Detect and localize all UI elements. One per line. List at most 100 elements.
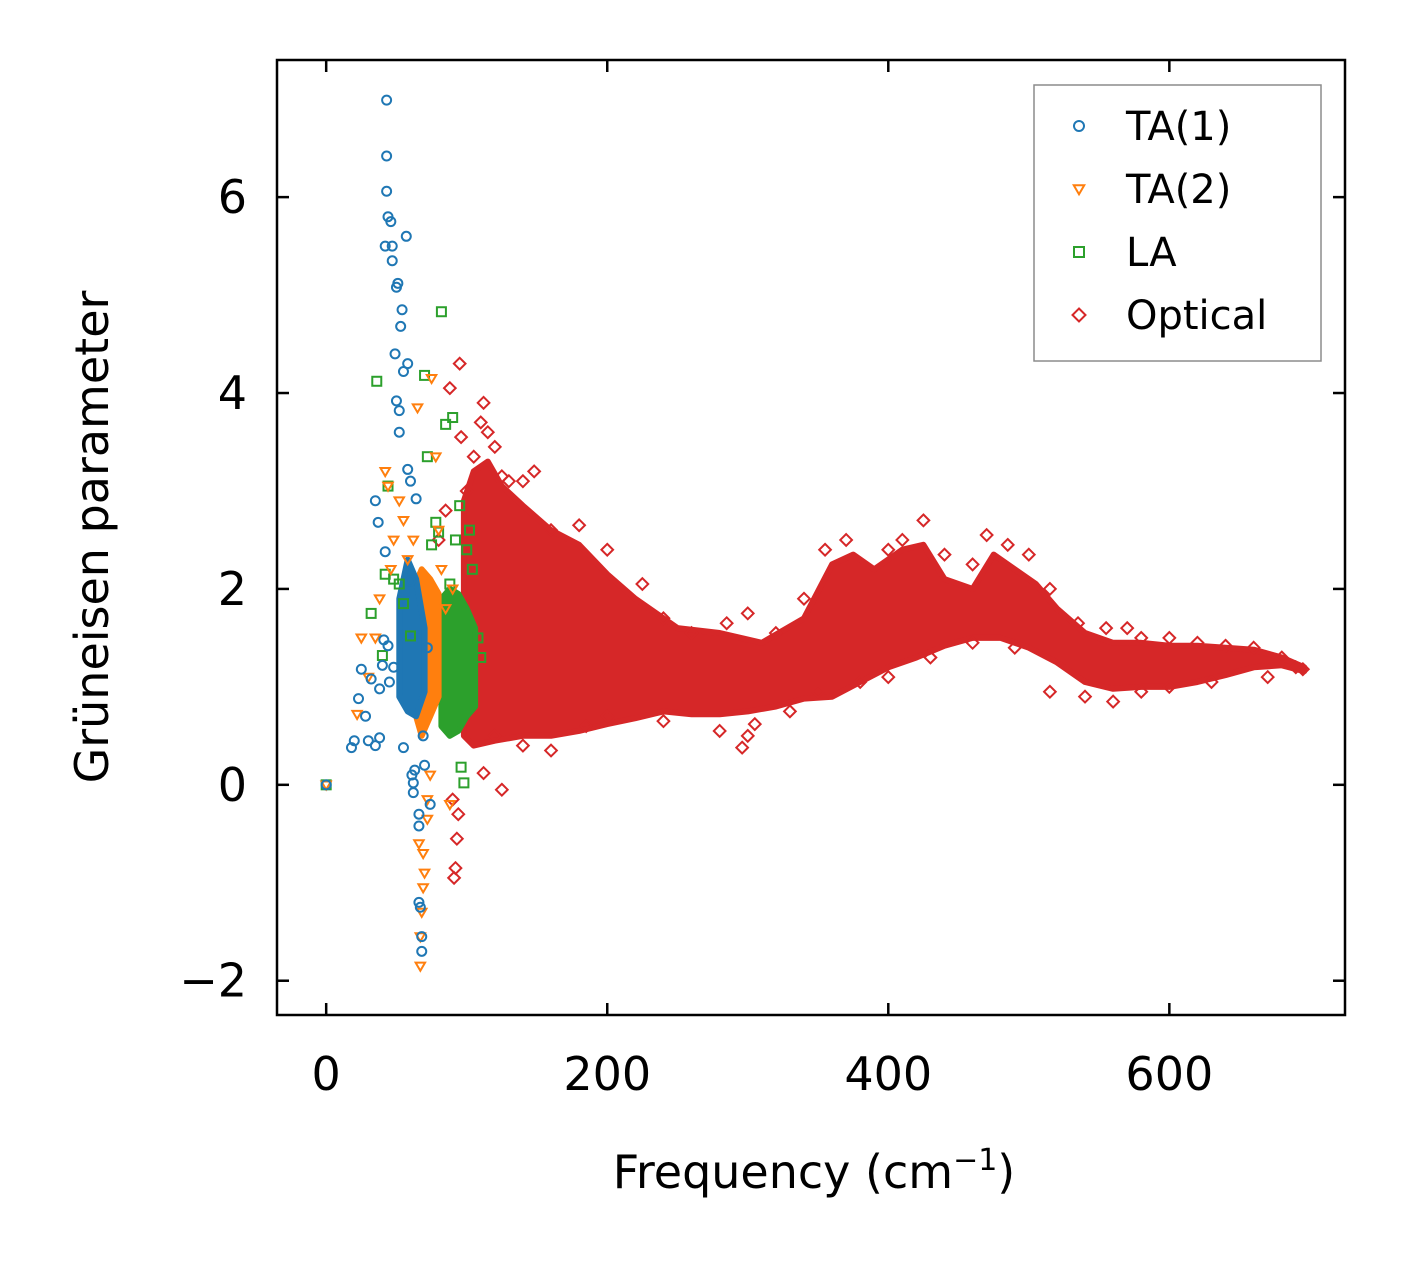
point-optical: [438, 503, 453, 518]
point-ta-1: [369, 495, 381, 507]
point-ta-1: [376, 659, 388, 671]
point-optical: [459, 483, 474, 499]
point-la: [464, 524, 476, 536]
point-optical: [1021, 547, 1037, 562]
point-optical: [476, 395, 491, 411]
point-ta-2: [406, 535, 420, 547]
point-ta-2: [381, 481, 395, 493]
point-optical: [1204, 674, 1219, 690]
point-optical: [740, 606, 756, 621]
point-optical: [448, 860, 463, 876]
point-ta-2: [429, 452, 443, 464]
point-optical: [599, 708, 615, 724]
point-la: [405, 630, 416, 642]
point-ta-2: [415, 907, 429, 919]
point-ta-2: [446, 584, 460, 596]
point-la: [435, 306, 447, 318]
point-ta-1: [393, 426, 405, 438]
point-ta-1: [386, 240, 398, 252]
band-la: [438, 585, 479, 739]
point-ta-1: [360, 710, 372, 722]
point-ta-2: [384, 564, 398, 577]
point-la: [472, 632, 484, 644]
point-optical: [810, 684, 826, 700]
point-optical: [979, 527, 994, 543]
point-la: [421, 451, 433, 463]
point-optical: [452, 356, 467, 371]
point-la: [455, 761, 467, 773]
point-ta-1: [407, 777, 419, 789]
point-optical: [466, 449, 482, 464]
x-tick-label: 600: [1125, 1047, 1213, 1101]
point-optical: [656, 713, 671, 729]
legend-label-la: LA: [1126, 230, 1177, 276]
point-ta-1: [424, 798, 436, 810]
legend-item-la: LA: [1073, 230, 1177, 276]
point-optical: [656, 611, 671, 626]
x-axis-title-main: Frequency (cm: [613, 1145, 953, 1199]
point-ta-2: [373, 594, 387, 606]
series-ta-2: [319, 373, 460, 973]
series-la: [320, 306, 487, 791]
series-ta-1: [320, 94, 436, 957]
point-ta-1: [372, 516, 384, 528]
point-optical: [796, 591, 812, 606]
point-la: [371, 375, 383, 387]
point-la: [466, 563, 478, 575]
series-optical: [431, 356, 1311, 886]
point-ta-1: [397, 742, 409, 754]
y-tick-label: 2: [218, 562, 247, 616]
point-la: [376, 650, 388, 662]
point-optical: [881, 669, 896, 685]
point-ta-1: [388, 661, 400, 673]
point-optical: [543, 743, 559, 758]
y-tick-label: 0: [218, 758, 247, 812]
point-optical: [684, 625, 699, 641]
point-optical: [480, 424, 496, 440]
point-optical: [446, 870, 462, 886]
point-la: [393, 578, 405, 590]
point-optical: [712, 723, 727, 739]
point-optical: [1105, 694, 1121, 709]
point-ta-1: [392, 277, 404, 289]
point-optical: [1162, 630, 1177, 646]
point-optical: [852, 674, 868, 690]
point-optical: [501, 473, 517, 489]
point-ta-1: [320, 779, 332, 791]
point-optical: [487, 728, 503, 744]
point-optical: [1133, 684, 1149, 700]
point-ta-1: [381, 150, 393, 162]
point-ta-2: [425, 373, 439, 386]
y-tick-label: 4: [218, 366, 247, 420]
point-la: [454, 500, 466, 512]
point-optical: [734, 740, 750, 755]
point-ta-1: [381, 185, 393, 197]
point-ta-1: [355, 663, 367, 675]
point-optical: [453, 429, 469, 445]
point-optical: [916, 513, 931, 528]
point-optical: [1162, 679, 1177, 695]
point-optical: [487, 439, 503, 455]
legend-marker-optical: [1071, 307, 1087, 323]
point-optical: [515, 738, 531, 753]
point-la: [458, 777, 470, 789]
point-ta-1: [400, 230, 412, 242]
point-optical: [1295, 661, 1311, 677]
point-la: [461, 544, 473, 556]
point-ta-1: [416, 945, 428, 957]
point-ta-1: [383, 676, 395, 688]
point-la: [449, 534, 461, 546]
point-ta-2: [416, 883, 430, 895]
point-optical: [451, 806, 466, 822]
point-ta-1: [348, 735, 360, 747]
point-ta-1: [407, 787, 419, 799]
point-optical: [895, 532, 910, 548]
legend-marker-ta-2: [1072, 184, 1086, 197]
point-optical: [1119, 620, 1135, 636]
point-ta-1: [405, 475, 416, 487]
point-ta-1: [374, 683, 386, 695]
point-optical: [442, 380, 458, 396]
point-optical: [937, 547, 952, 562]
point-optical: [965, 635, 980, 651]
point-ta-1: [405, 575, 416, 587]
